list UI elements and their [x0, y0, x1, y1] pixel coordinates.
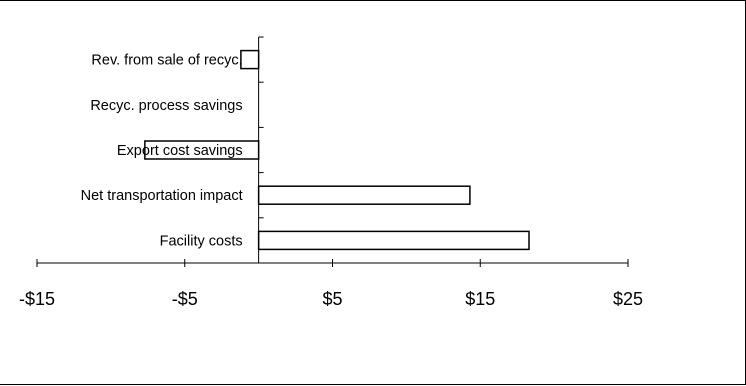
bar	[257, 230, 530, 251]
x-tick-label: -$5	[172, 289, 198, 309]
x-tick-label: $15	[465, 289, 495, 309]
x-tick-label: $5	[322, 289, 342, 309]
category-label: Net transportation impact	[81, 188, 243, 204]
axes-layer	[36, 36, 629, 267]
category-label: Rev. from sale of recyc.	[91, 53, 242, 69]
x-tick-label: $25	[613, 289, 643, 309]
category-label: Export cost savings	[117, 143, 243, 159]
x-tick-label: -$15	[19, 289, 55, 309]
category-label: Facility costs	[160, 233, 243, 249]
bar	[240, 49, 260, 70]
bar	[257, 185, 471, 205]
category-label: Recyc. process savings	[90, 98, 242, 114]
labels-layer: -$15 -$5 $5 $15 $25 Rev. from sale of recyc. R…	[19, 53, 643, 309]
